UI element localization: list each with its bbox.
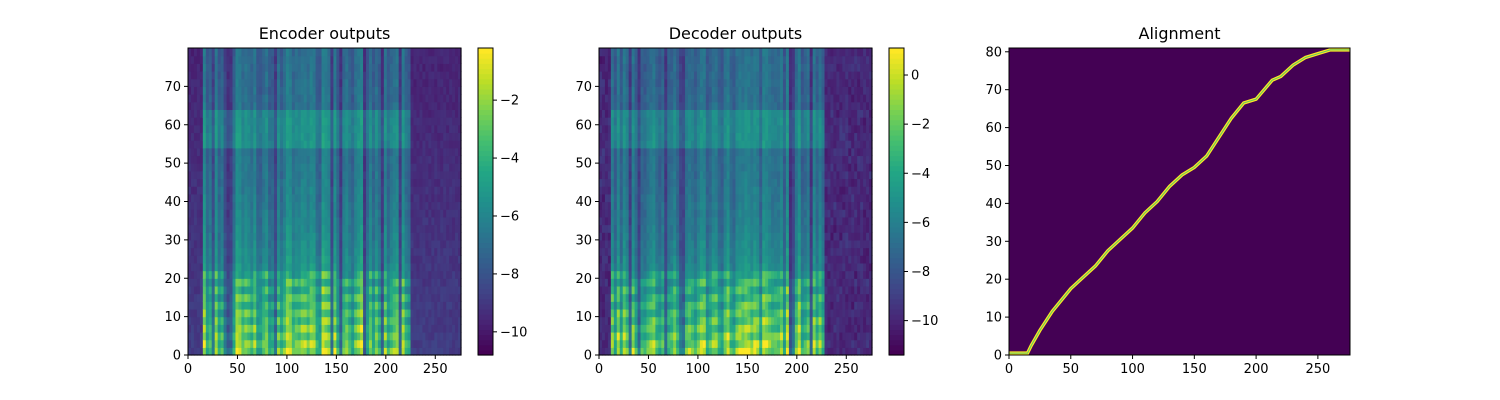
x-tick-label: 50	[1063, 362, 1080, 377]
y-tick-label: 20	[164, 272, 181, 287]
y-tick-label: 60	[575, 118, 592, 133]
y-tick-label: 50	[985, 159, 1002, 174]
colorbar-tick-label: 0	[911, 69, 919, 84]
x-tick-label: 0	[184, 362, 192, 377]
x-tick-label: 100	[274, 362, 299, 377]
x-tick-label: 200	[373, 362, 398, 377]
x-tick-label: 200	[1244, 362, 1269, 377]
y-tick-label: 60	[164, 118, 181, 133]
heatmap-cells	[188, 48, 462, 356]
colorbar-frame	[477, 47, 494, 356]
panel-3: Alignment 0 50 100 150 200 250 0 10 20 30 40 50 60 70 8…	[985, 24, 1351, 377]
heatmap-cells	[599, 48, 873, 356]
colorbar-tick-label: −4	[911, 167, 930, 182]
y-tick-label: 50	[575, 157, 592, 172]
plot-frame	[598, 47, 873, 356]
y-tick-label: 30	[164, 233, 181, 248]
panel-1: Encoder outputs 0 50 100 150 200 250 0 10 20 30 40 5…	[164, 24, 527, 377]
colorbar-tick-label: −6	[911, 216, 930, 231]
plot-frame	[1008, 47, 1351, 356]
y-tick-label: 70	[985, 83, 1002, 98]
y-tick-label: 60	[985, 121, 1002, 136]
panel-2: Decoder outputs 0 50 100 150 200 250 0 10 20 30 40 5…	[575, 24, 938, 377]
y-tick-label: 70	[164, 80, 181, 95]
alignment-path-core	[1009, 49, 1350, 354]
y-tick-label: 40	[164, 195, 181, 210]
colorbar: −2 −4 −6 −8 −10	[477, 47, 527, 356]
y-tick-label: 10	[164, 310, 181, 325]
y-tick-label: 0	[584, 349, 592, 364]
colorbar-tick-label: −10	[500, 325, 527, 340]
plot-frame	[187, 47, 462, 356]
x-tick-label: 150	[1182, 362, 1207, 377]
y-tick-label: 0	[994, 349, 1002, 364]
colorbar: 0 −2 −4 −6 −8 −10	[888, 47, 938, 356]
y-tick-label: 30	[575, 233, 592, 248]
x-tick-label: 250	[1305, 362, 1330, 377]
heatmap-background	[1009, 48, 1350, 355]
colorbar-tick-label: −2	[500, 94, 519, 109]
colorbar-tick-label: −2	[911, 118, 930, 133]
colorbar-tick-label: −8	[911, 265, 930, 280]
y-tick-label: 70	[575, 80, 592, 95]
chart-title: Alignment	[1139, 24, 1221, 43]
y-tick-label: 20	[575, 272, 592, 287]
colorbar-tick-label: −10	[911, 314, 938, 329]
chart-title: Encoder outputs	[259, 24, 391, 43]
colorbar-tick-label: −4	[500, 152, 519, 167]
y-tick-label: 10	[985, 311, 1002, 326]
y-tick-label: 0	[173, 349, 181, 364]
chart-title: Decoder outputs	[669, 24, 803, 43]
y-tick-label: 50	[164, 157, 181, 172]
x-tick-label: 250	[423, 362, 448, 377]
x-tick-label: 0	[1005, 362, 1013, 377]
y-tick-label: 10	[575, 310, 592, 325]
x-tick-label: 200	[784, 362, 809, 377]
y-tick-label: 80	[985, 45, 1002, 60]
x-tick-label: 0	[595, 362, 603, 377]
x-tick-label: 150	[324, 362, 349, 377]
x-tick-label: 50	[229, 362, 246, 377]
y-tick-label: 40	[575, 195, 592, 210]
y-tick-label: 30	[985, 235, 1002, 250]
x-tick-label: 100	[685, 362, 710, 377]
y-tick-label: 40	[985, 197, 1002, 212]
y-tick-label: 20	[985, 273, 1002, 288]
x-tick-label: 150	[735, 362, 760, 377]
colorbar-frame	[888, 47, 905, 356]
colorbar-tick-label: −8	[500, 267, 519, 282]
x-tick-label: 100	[1120, 362, 1145, 377]
x-tick-label: 50	[640, 362, 657, 377]
x-tick-label: 250	[834, 362, 859, 377]
colorbar-tick-label: −6	[500, 209, 519, 224]
